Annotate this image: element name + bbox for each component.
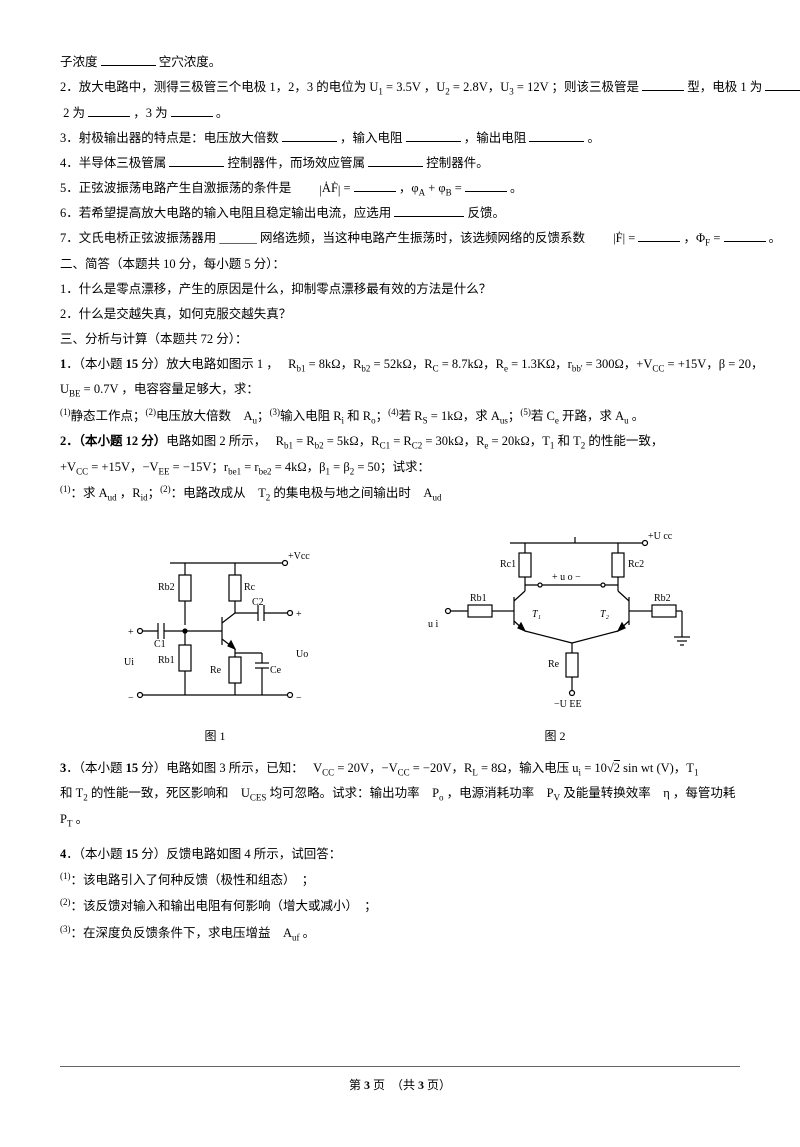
section2-title: 二、简答（本题共 10 分，每小题 5 分）： <box>60 252 740 277</box>
c2-label: C2 <box>252 597 264 608</box>
rc2-label: Rc2 <box>628 559 644 570</box>
blank <box>169 153 224 167</box>
fig1-caption: 图 1 <box>110 724 320 748</box>
s2q1: 1．什么是零点漂移，产生的原因是什么，抑制零点漂移最有效的方法是什么？ <box>60 277 740 302</box>
t: = 2.8V，U <box>453 80 509 94</box>
p3-line1: 3．（本小题 15 分）电路如图 3 所示，已知： VCC = 20V，−VCC… <box>60 756 740 782</box>
p4-title: 4．（本小题 15 分）反馈电路如图 4 所示，试回答： <box>60 842 740 867</box>
t: 页） <box>427 1078 451 1092</box>
q2-line1: 2．放大电路中，测得三极管三个电极 1，2，3 的电位为 U1 = 3.5V ，… <box>60 75 740 101</box>
circuit-1-svg: +Vcc Rb2 Rc C1 C2 Rb1 Re Ce Ui Uo + − + − <box>110 545 320 720</box>
re-label: Re <box>210 665 222 676</box>
blank <box>529 128 584 142</box>
ce-label: Ce <box>270 665 282 676</box>
blank <box>765 78 800 92</box>
p4b: (2)：该反馈对输入和输出电阻有何影响（增大或减小） ； <box>60 893 740 919</box>
q2-text: 2．放大电路中，测得三极管三个电极 1，2，3 的电位为 U <box>60 80 378 94</box>
re-label: Re <box>548 659 560 670</box>
blank <box>465 178 507 192</box>
blank <box>171 103 213 117</box>
t: 型，电极 1 为 <box>687 80 762 94</box>
p2-line2: +VCC = +15V，−VEE = −15V；rbe1 = rbe2 = 4k… <box>60 455 740 481</box>
q7: 7．文氏电桥正弦波振荡器用 ______ 网络选频，当这种电路产生振荡时，该选频… <box>60 226 740 252</box>
blank <box>724 229 766 243</box>
page-footer: 第 3 页 （共 3 页） <box>60 1066 740 1097</box>
rb2-label: Rb2 <box>654 593 671 604</box>
q6: 6．若希望提高放大电路的输入电阻且稳定输出电流，应选用 反馈。 <box>60 201 740 226</box>
p1-line2: UBE = 0.7V ，电容容量足够大，求： <box>60 377 740 403</box>
p4a: (1)：该电路引入了何种反馈（极性和组态） ； <box>60 867 740 893</box>
svg-text:+: + <box>296 609 302 620</box>
q4: 4．半导体三极管属 控制器件，而场效应管属 控制器件。 <box>60 151 740 176</box>
p3-line2: 和 T2 的性能一致，死区影响和 UCES 均可忽略。试求：输出功率 Po ，电… <box>60 781 740 832</box>
rc1-label: Rc1 <box>500 559 516 570</box>
vcc-label: +U cc <box>648 531 673 542</box>
section3-title: 三、分析与计算（本题共 72 分）： <box>60 327 740 352</box>
circuit-2-svg: +U cc Rc1 Rc2 + u o − Rb1 Rb2 T₁ T₂ Re u… <box>420 525 690 720</box>
p1-line3: (1)静态工作点；(2)电压放大倍数 Au；(3)输入电阻 Ri 和 Ro；(4… <box>60 403 740 430</box>
t: 第 <box>349 1078 361 1092</box>
svg-text:+: + <box>128 627 134 638</box>
vcc-label: +Vcc <box>288 551 310 562</box>
blank <box>394 204 464 218</box>
q2-line2: 2 为 ，3 为 。 <box>60 101 740 126</box>
fig2-caption: 图 2 <box>420 724 690 748</box>
rb1-label: Rb1 <box>470 593 487 604</box>
blank <box>406 128 461 142</box>
t2-label: T₂ <box>600 609 610 620</box>
q5: 5．正弦波振荡电路产生自激振荡的条件是 |ȦḞ| = ，φA + φB = 。 <box>60 176 740 202</box>
t: 7．文氏电桥正弦波振荡器用 ______ 网络选频，当这种电路产生振荡时，该选频… <box>60 231 585 245</box>
p2-line3: (1)：求 Aud ，Rid；(2)：电路改成从 T2 的集电极与地之间输出时 … <box>60 480 740 507</box>
p2-line1: 2．（本小题 12 分）电路如图 2 所示， Rb1 = Rb2 = 5kΩ，R… <box>60 429 740 455</box>
sub: F <box>705 238 710 248</box>
vee-label: −U EE <box>554 699 582 710</box>
t: 页 （共 <box>373 1078 415 1092</box>
sub: 2 <box>445 87 450 97</box>
ui-label: Ui <box>124 657 134 668</box>
t: = 3.5V ，U <box>386 80 445 94</box>
rb2-label: Rb2 <box>158 582 175 593</box>
blank <box>354 178 396 192</box>
q3: 3．射极输出器的特点是：电压放大倍数 ，输入电阻 ，输出电阻 。 <box>60 126 740 151</box>
figure-row: +Vcc Rb2 Rc C1 C2 Rb1 Re Ce Ui Uo +− +− … <box>60 525 740 748</box>
p1-line1: 1．（本小题 15 分）放大电路如图示 1 ， Rb1 = 8kΩ，Rb2 = … <box>60 352 740 378</box>
svg-text:−: − <box>296 693 302 704</box>
blank <box>282 128 337 142</box>
t: = 12V ；则该三极管是 <box>517 80 639 94</box>
s2q2: 2．什么是交越失真，如何克服交越失真？ <box>60 302 740 327</box>
t1-label: T₁ <box>532 609 541 620</box>
rb1-label: Rb1 <box>158 655 175 666</box>
blank <box>101 53 156 67</box>
rc-label: Rc <box>244 582 256 593</box>
blank <box>638 229 680 243</box>
svg-text:−: − <box>128 693 134 704</box>
page-number: 3 <box>364 1078 370 1092</box>
page-total: 3 <box>418 1078 424 1092</box>
sub: B <box>446 187 452 197</box>
sub: 3 <box>509 87 514 97</box>
uo-label: + u o − <box>552 572 581 583</box>
figure-1: +Vcc Rb2 Rc C1 C2 Rb1 Re Ce Ui Uo +− +− … <box>110 545 320 748</box>
t: 5．正弦波振荡电路产生自激振荡的条件是 <box>60 181 291 195</box>
uo-label: Uo <box>296 649 308 660</box>
figure-2: +U cc Rc1 Rc2 + u o − Rb1 Rb2 T₁ T₂ Re u… <box>420 525 690 748</box>
blank <box>88 103 130 117</box>
ui-label: u i <box>428 619 439 630</box>
line-concentration: 子浓度 空穴浓度。 <box>60 50 740 75</box>
p4c: (3)：在深度负反馈条件下，求电压增益 Auf 。 <box>60 920 740 947</box>
blank <box>368 153 423 167</box>
c1-label: C1 <box>154 639 166 650</box>
sub: 1 <box>378 87 383 97</box>
sub: A <box>419 187 426 197</box>
blank <box>642 78 684 92</box>
